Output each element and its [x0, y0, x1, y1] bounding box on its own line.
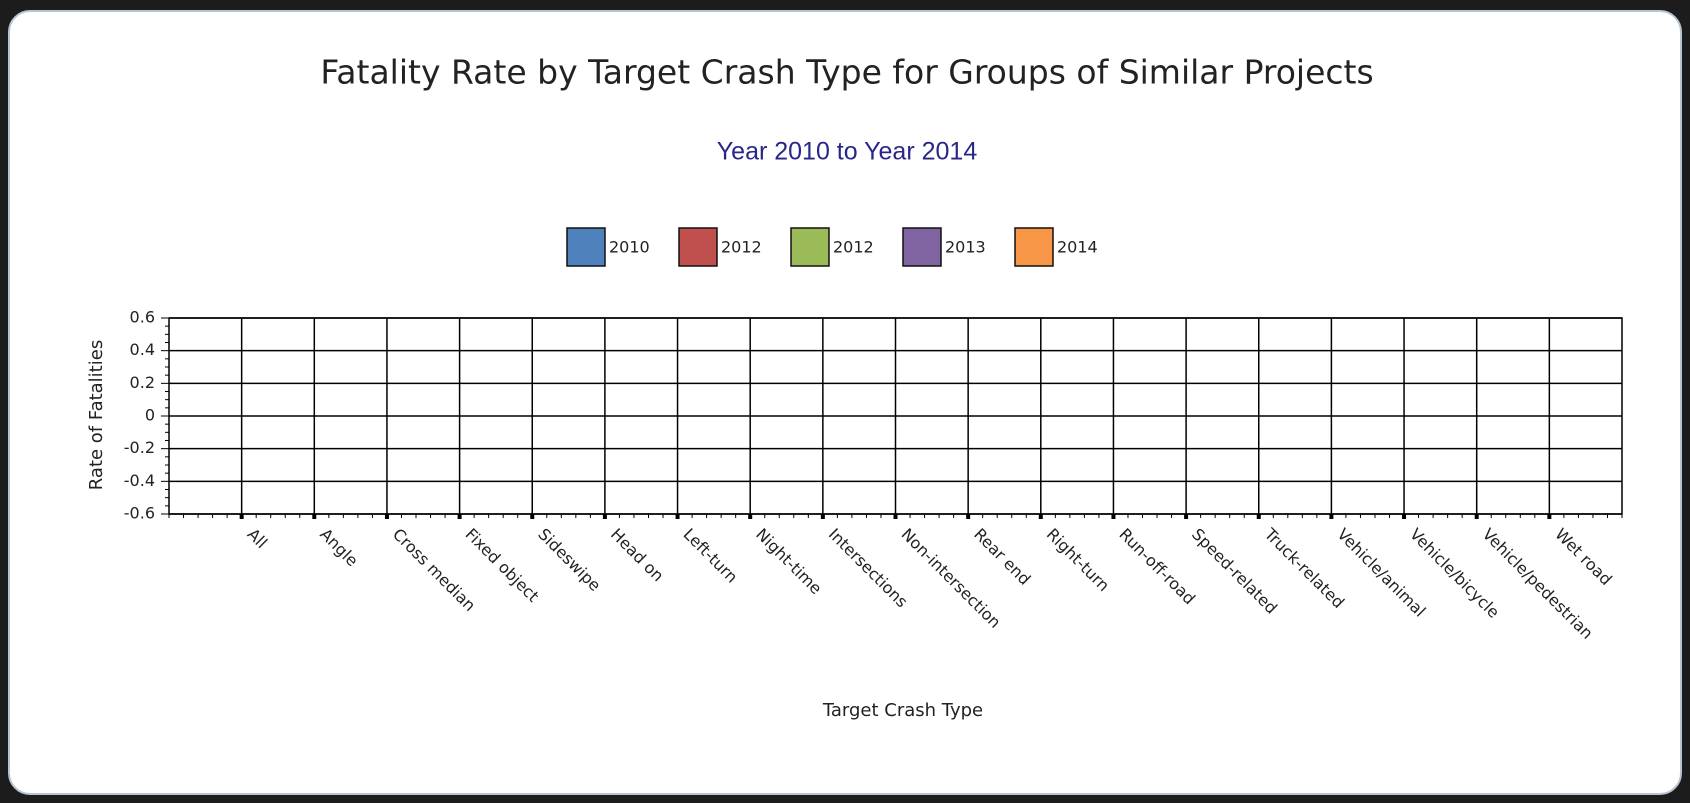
x-tick	[893, 514, 898, 519]
plot-frame	[168, 317, 1623, 515]
x-tick	[1038, 514, 1043, 519]
legend-label: 2012	[721, 238, 762, 257]
x-tick	[1474, 514, 1479, 519]
y-tick-label: -0.2	[124, 438, 155, 457]
x-tick	[748, 514, 753, 519]
x-tick-label: Right-turn	[1043, 525, 1114, 596]
x-tick-label: Run-off-road	[1115, 525, 1199, 609]
x-tick	[1329, 514, 1334, 519]
legend-swatch	[566, 227, 606, 267]
legend-label: 2012	[833, 238, 874, 257]
x-tick	[966, 514, 971, 519]
y-tick-label: 0.6	[130, 308, 155, 327]
x-tick-label: Fixed object	[462, 525, 543, 606]
x-tick-label: All	[244, 525, 271, 552]
x-tick	[1402, 514, 1407, 519]
x-tick-label: Rear end	[970, 525, 1034, 589]
chart-panel: Fatality Rate by Target Crash Type for G…	[8, 10, 1682, 795]
x-tick	[312, 514, 317, 519]
x-tick	[820, 514, 825, 519]
x-tick	[239, 514, 244, 519]
x-tick	[1547, 514, 1552, 519]
x-axis-title: Target Crash Type	[822, 700, 983, 721]
legend-label: 2010	[609, 238, 650, 257]
y-axis-title: Rate of Fatalities	[86, 340, 107, 490]
legend-swatch	[1014, 227, 1054, 267]
x-tick	[1184, 514, 1189, 519]
x-tick-label: Sideswipe	[534, 525, 604, 595]
legend-swatch	[902, 227, 942, 267]
chart-subtitle: Year 2010 to Year 2014	[717, 138, 978, 166]
legend-label: 2014	[1057, 238, 1098, 257]
y-tick-label: 0.4	[130, 340, 155, 359]
x-tick-label: Head on	[607, 525, 668, 586]
x-tick-label: Night-time	[752, 525, 825, 598]
chart-title: Fatality Rate by Target Crash Type for G…	[320, 53, 1373, 92]
x-tick	[457, 514, 462, 519]
x-tick	[384, 514, 389, 519]
legend-swatch	[678, 227, 718, 267]
legend-label: 2013	[945, 238, 986, 257]
legend-swatch	[790, 227, 830, 267]
chart: Fatality Rate by Target Crash Type for G…	[86, 53, 1623, 721]
x-tick	[602, 514, 607, 519]
x-tick-label: Angle	[316, 525, 362, 571]
x-tick	[530, 514, 535, 519]
x-tick	[1256, 514, 1261, 519]
x-tick	[675, 514, 680, 519]
y-tick-label: -0.4	[124, 471, 155, 490]
y-tick-label: 0	[145, 406, 155, 425]
x-tick-label: Left-turn	[680, 525, 742, 587]
y-tick-label: -0.6	[124, 504, 155, 523]
x-tick-label: Wet road	[1551, 525, 1615, 589]
y-tick-label: 0.2	[130, 373, 155, 392]
x-tick	[1111, 514, 1116, 519]
